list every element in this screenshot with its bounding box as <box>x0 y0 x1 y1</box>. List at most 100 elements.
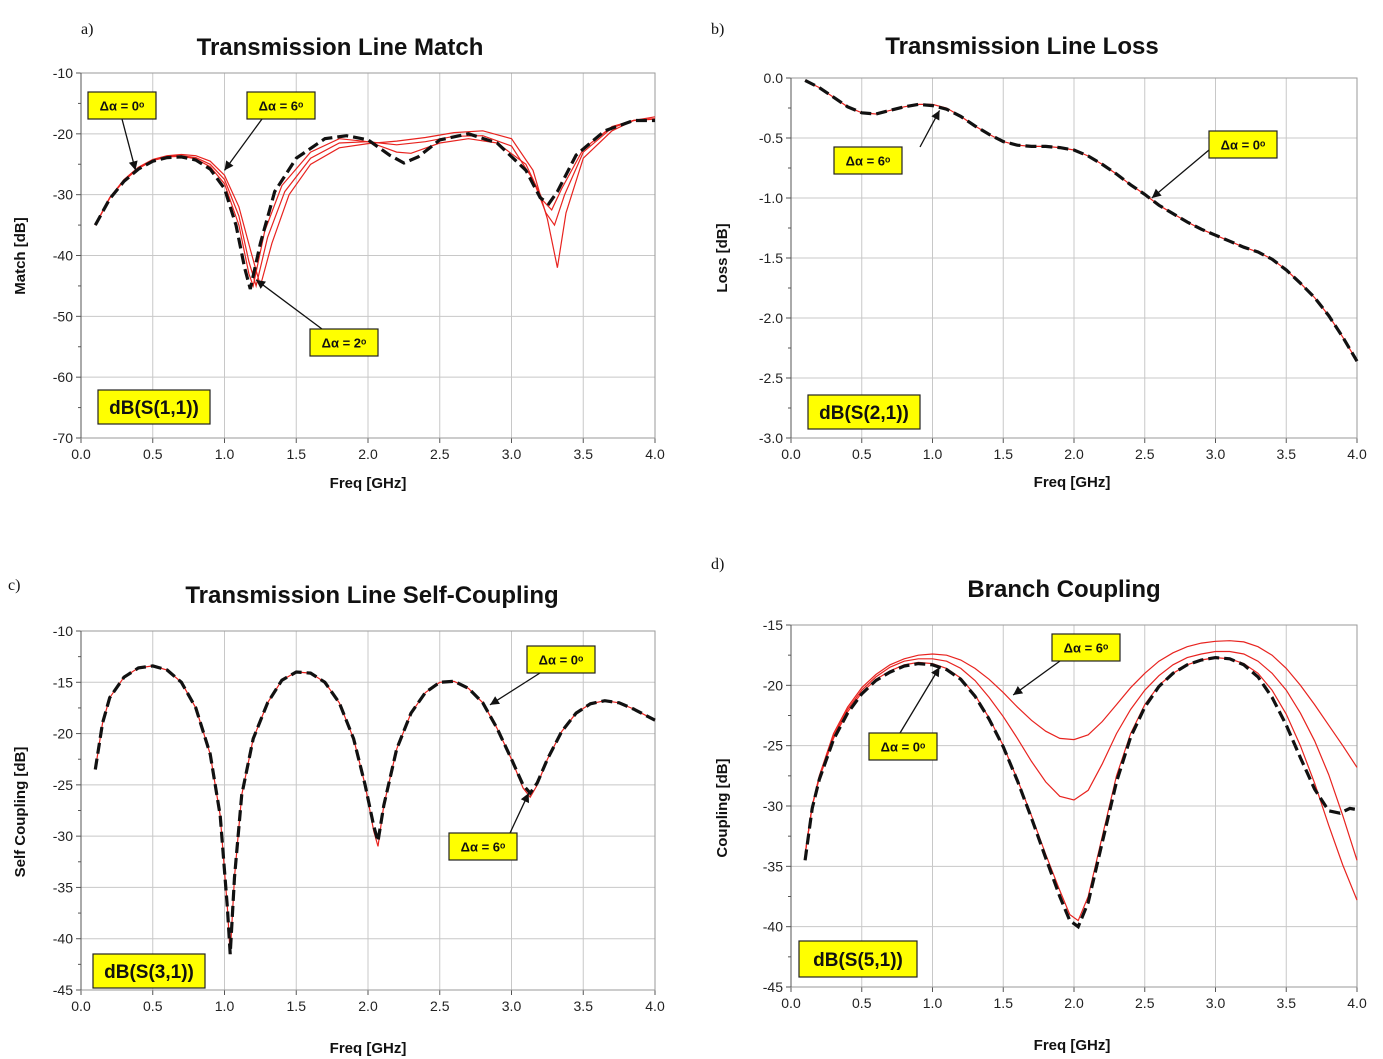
y-tick-label: -35 <box>763 858 783 874</box>
x-tick-label: 4.0 <box>645 446 665 462</box>
y-tick-label: -60 <box>53 369 73 385</box>
annotation-box <box>1208 130 1278 159</box>
y-tick-label: -20 <box>763 677 783 693</box>
x-tick-label: 1.0 <box>923 995 943 1011</box>
x-tick-label: 1.5 <box>994 446 1014 462</box>
series-line-reference <box>803 655 1358 930</box>
annotation-label: Δα = 0ᵒ <box>100 99 145 114</box>
annotation-arrow <box>255 279 323 330</box>
y-tick-label: -35 <box>53 879 73 895</box>
x-tick-label: 2.0 <box>1064 995 1084 1011</box>
annotation-box <box>868 732 938 761</box>
annotation-arrow <box>1012 660 1061 696</box>
x-tick-label: 0.0 <box>71 998 91 1014</box>
trace-badge <box>97 389 211 425</box>
annotation-box <box>309 328 379 357</box>
y-tick-label: -25 <box>53 777 73 793</box>
annotation-box <box>526 645 596 674</box>
x-tick-label: 2.0 <box>1064 446 1084 462</box>
trace-badge <box>92 953 206 989</box>
y-tick-label: -20 <box>53 726 73 742</box>
annotation-box <box>1051 633 1121 662</box>
chart-title: Branch Coupling <box>967 576 1160 603</box>
x-tick-label: 0.5 <box>852 446 872 462</box>
annotation-box <box>448 832 518 861</box>
chart-title: Transmission Line Match <box>197 34 484 61</box>
series-line-reference <box>804 78 1359 363</box>
y-tick-label: -30 <box>53 187 73 203</box>
series-line-reference <box>93 118 655 290</box>
x-tick-label: 3.5 <box>1277 446 1297 462</box>
y-axis-label: Loss [dB] <box>714 223 731 292</box>
y-tick-label: -25 <box>763 738 783 754</box>
y-tick-label: -15 <box>763 617 783 633</box>
y-axis-label: Self Coupling [dB] <box>12 747 29 878</box>
x-tick-label: 4.0 <box>1347 446 1367 462</box>
y-tick-label: 0.0 <box>764 70 784 86</box>
x-tick-label: 1.0 <box>923 446 943 462</box>
annotation-arrow <box>899 666 941 734</box>
x-tick-label: 2.0 <box>358 446 378 462</box>
x-tick-label: 1.0 <box>215 998 235 1014</box>
y-tick-label: -1.0 <box>759 190 783 206</box>
series-line-variant <box>804 650 1358 861</box>
y-tick-label: -50 <box>53 308 73 324</box>
x-tick-label: 4.0 <box>1347 995 1367 1011</box>
x-tick-label: 3.5 <box>574 998 594 1014</box>
x-tick-label: 3.5 <box>1277 995 1297 1011</box>
y-tick-label: -70 <box>53 430 73 446</box>
x-tick-label: 3.0 <box>502 446 522 462</box>
y-tick-label: -0.5 <box>759 130 783 146</box>
annotation-label: Δα = 2ᵒ <box>322 336 367 351</box>
annotation-arrow <box>223 118 263 171</box>
y-tick-label: -45 <box>763 979 783 995</box>
arrowhead-icon <box>256 279 266 289</box>
annotation-label: Δα = 6ᵒ <box>461 840 506 855</box>
arrowhead-icon <box>1151 188 1162 198</box>
annotation-label: Δα = 6ᵒ <box>259 99 304 114</box>
y-tick-label: -20 <box>53 126 73 142</box>
annotation-label: Δα = 6ᵒ <box>1064 641 1109 656</box>
x-tick-label: 3.0 <box>502 998 522 1014</box>
chart-title: Transmission Line Loss <box>885 33 1158 60</box>
x-tick-label: 2.5 <box>1135 446 1155 462</box>
x-tick-label: 1.5 <box>994 995 1014 1011</box>
chart-panel-d: d) Branch Coupling 0.0 0.5 1.0 1.5 2.0 2.5 3.0 3.… <box>711 556 1367 1054</box>
y-tick-label: -40 <box>763 919 783 935</box>
arrowhead-icon <box>128 160 138 171</box>
x-tick-label: 0.0 <box>781 446 801 462</box>
y-tick-label: -15 <box>53 674 73 690</box>
annotation-label: Δα = 0ᵒ <box>881 740 926 755</box>
arrowhead-icon <box>1013 686 1024 695</box>
annotation-arrow <box>1151 149 1210 199</box>
chart-panel-c: c) Transmission Line Self-Coupling 0.0 0.5 1… <box>8 577 665 1057</box>
x-tick-label: 0.5 <box>143 446 163 462</box>
trace-badge-label: dB(S(1,1)) <box>109 398 199 419</box>
y-tick-label: -30 <box>763 798 783 814</box>
y-axis-label: Coupling [dB] <box>714 758 731 857</box>
y-tick-label: -1.5 <box>759 250 783 266</box>
panel-label: d) <box>711 556 724 573</box>
annotation-box <box>246 91 316 120</box>
x-tick-label: 3.0 <box>1206 446 1226 462</box>
x-tick-label: 2.5 <box>430 446 450 462</box>
arrowhead-icon <box>224 160 234 171</box>
x-tick-label: 2.5 <box>430 998 450 1014</box>
chart-title: Transmission Line Self-Coupling <box>185 582 558 609</box>
annotation-label: Δα = 0ᵒ <box>539 653 584 668</box>
y-tick-label: -45 <box>53 982 73 998</box>
y-tick-label: -40 <box>53 931 73 947</box>
annotation-label: Δα = 0ᵒ <box>1221 138 1266 153</box>
panel-label: a) <box>81 21 93 38</box>
x-tick-label: 0.0 <box>781 995 801 1011</box>
panel-label: b) <box>711 21 724 38</box>
x-tick-label: 0.5 <box>143 998 163 1014</box>
y-tick-label: -30 <box>53 828 73 844</box>
x-tick-label: 0.5 <box>852 995 872 1011</box>
y-tick-label: -2.0 <box>759 310 783 326</box>
x-tick-label: 1.5 <box>287 446 307 462</box>
trace-badge-label: dB(S(2,1)) <box>819 403 909 424</box>
x-tick-label: 3.5 <box>574 446 594 462</box>
x-tick-label: 1.5 <box>287 998 307 1014</box>
